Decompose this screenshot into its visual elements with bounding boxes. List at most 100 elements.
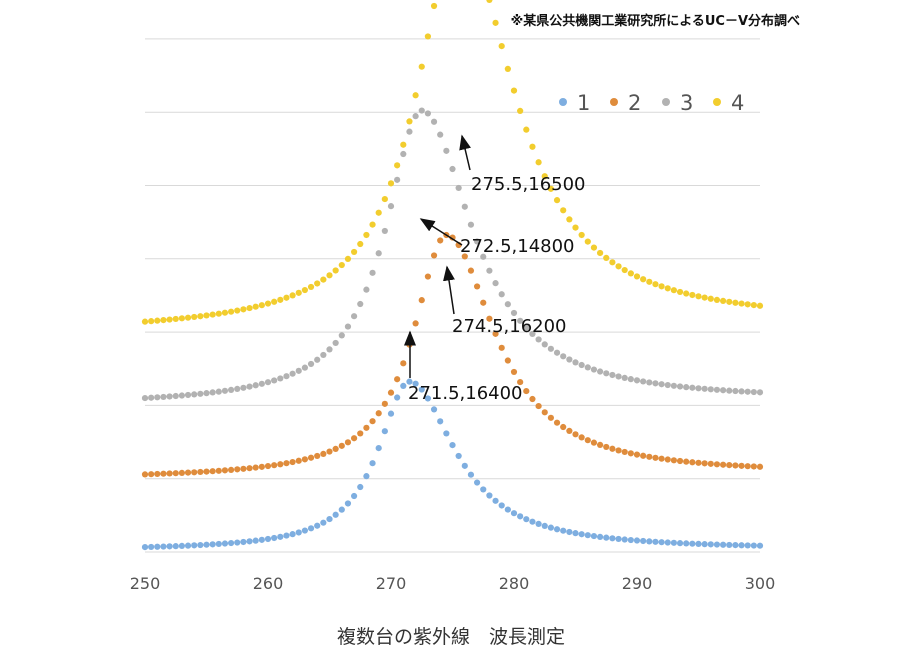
data-point bbox=[560, 423, 567, 431]
data-point bbox=[756, 542, 764, 549]
data-point bbox=[160, 470, 167, 477]
data-point bbox=[178, 315, 185, 322]
data-point bbox=[314, 280, 321, 287]
data-point bbox=[640, 452, 647, 459]
annotation-arrow bbox=[459, 134, 471, 171]
data-point bbox=[535, 402, 542, 410]
data-point bbox=[461, 203, 468, 210]
data-point bbox=[351, 248, 358, 256]
data-point bbox=[597, 441, 604, 448]
data-point bbox=[184, 469, 192, 476]
data-point bbox=[363, 424, 370, 431]
data-point bbox=[646, 278, 653, 285]
data-point bbox=[572, 224, 579, 231]
data-point bbox=[424, 273, 431, 280]
data-point bbox=[584, 437, 591, 444]
data-point bbox=[154, 317, 161, 324]
data-point bbox=[676, 288, 684, 296]
data-point bbox=[510, 309, 518, 317]
data-point bbox=[670, 382, 678, 389]
data-point bbox=[689, 459, 696, 466]
data-point bbox=[756, 389, 764, 396]
data-point bbox=[701, 460, 708, 467]
data-point bbox=[240, 538, 247, 546]
data-point bbox=[523, 324, 530, 331]
data-point bbox=[160, 393, 167, 401]
data-point bbox=[517, 107, 524, 115]
data-point bbox=[148, 394, 155, 401]
data-point bbox=[430, 2, 438, 10]
data-point bbox=[480, 253, 487, 260]
source-note: ※某県公共機関工業研究所によるUC－V分布調べ bbox=[511, 13, 800, 29]
data-point bbox=[412, 320, 419, 327]
data-point bbox=[375, 209, 382, 216]
data-point bbox=[234, 307, 241, 314]
data-point bbox=[197, 390, 204, 397]
data-point bbox=[467, 471, 475, 478]
data-point bbox=[707, 295, 714, 302]
data-point bbox=[689, 384, 696, 391]
data-point bbox=[252, 303, 259, 310]
data-point bbox=[406, 128, 413, 135]
data-point bbox=[172, 543, 179, 550]
legend-marker-1 bbox=[559, 98, 567, 106]
data-point bbox=[351, 492, 358, 500]
data-point bbox=[523, 516, 530, 523]
data-point bbox=[504, 65, 511, 72]
data-point bbox=[646, 379, 653, 386]
data-point bbox=[314, 356, 321, 363]
data-point bbox=[387, 203, 395, 210]
data-point bbox=[627, 536, 634, 544]
data-point bbox=[160, 317, 167, 324]
data-point bbox=[486, 315, 493, 322]
legend-marker-4 bbox=[713, 98, 721, 106]
data-point bbox=[621, 266, 628, 274]
data-point bbox=[504, 506, 511, 513]
annotation-arrow bbox=[443, 265, 455, 315]
data-point bbox=[603, 254, 610, 261]
data-point bbox=[566, 528, 573, 536]
data-point bbox=[141, 394, 149, 402]
data-point bbox=[492, 330, 499, 337]
data-point bbox=[461, 253, 468, 260]
data-point bbox=[418, 63, 425, 70]
data-point bbox=[578, 434, 585, 441]
data-point bbox=[670, 287, 678, 294]
data-point bbox=[633, 537, 641, 544]
data-point bbox=[264, 535, 272, 543]
data-point bbox=[455, 184, 462, 192]
data-point bbox=[215, 540, 222, 548]
data-point bbox=[357, 483, 364, 491]
data-point bbox=[271, 534, 278, 542]
data-point bbox=[566, 356, 573, 363]
data-point bbox=[283, 294, 290, 301]
data-point bbox=[295, 457, 302, 464]
data-point bbox=[375, 445, 382, 452]
annotation-label-4: 275.5,16500 bbox=[471, 174, 586, 195]
data-point bbox=[381, 195, 388, 203]
data-point bbox=[498, 344, 505, 351]
data-point bbox=[584, 532, 591, 539]
data-point bbox=[664, 539, 671, 546]
data-point bbox=[676, 540, 684, 547]
data-point bbox=[295, 367, 302, 374]
data-point bbox=[234, 539, 241, 546]
data-point bbox=[277, 461, 284, 468]
data-point bbox=[394, 376, 401, 383]
data-point bbox=[215, 388, 222, 395]
data-point bbox=[553, 349, 561, 356]
data-point bbox=[633, 451, 641, 458]
data-point bbox=[720, 297, 727, 304]
data-point bbox=[652, 454, 659, 461]
data-point bbox=[141, 318, 149, 325]
data-point bbox=[670, 457, 678, 464]
data-point bbox=[178, 469, 185, 477]
data-point bbox=[430, 252, 438, 259]
data-point bbox=[553, 526, 561, 533]
data-point bbox=[387, 410, 395, 417]
data-point bbox=[726, 541, 733, 549]
data-point bbox=[228, 386, 235, 393]
data-point bbox=[517, 513, 524, 520]
data-point bbox=[191, 469, 198, 476]
data-point bbox=[732, 387, 739, 395]
